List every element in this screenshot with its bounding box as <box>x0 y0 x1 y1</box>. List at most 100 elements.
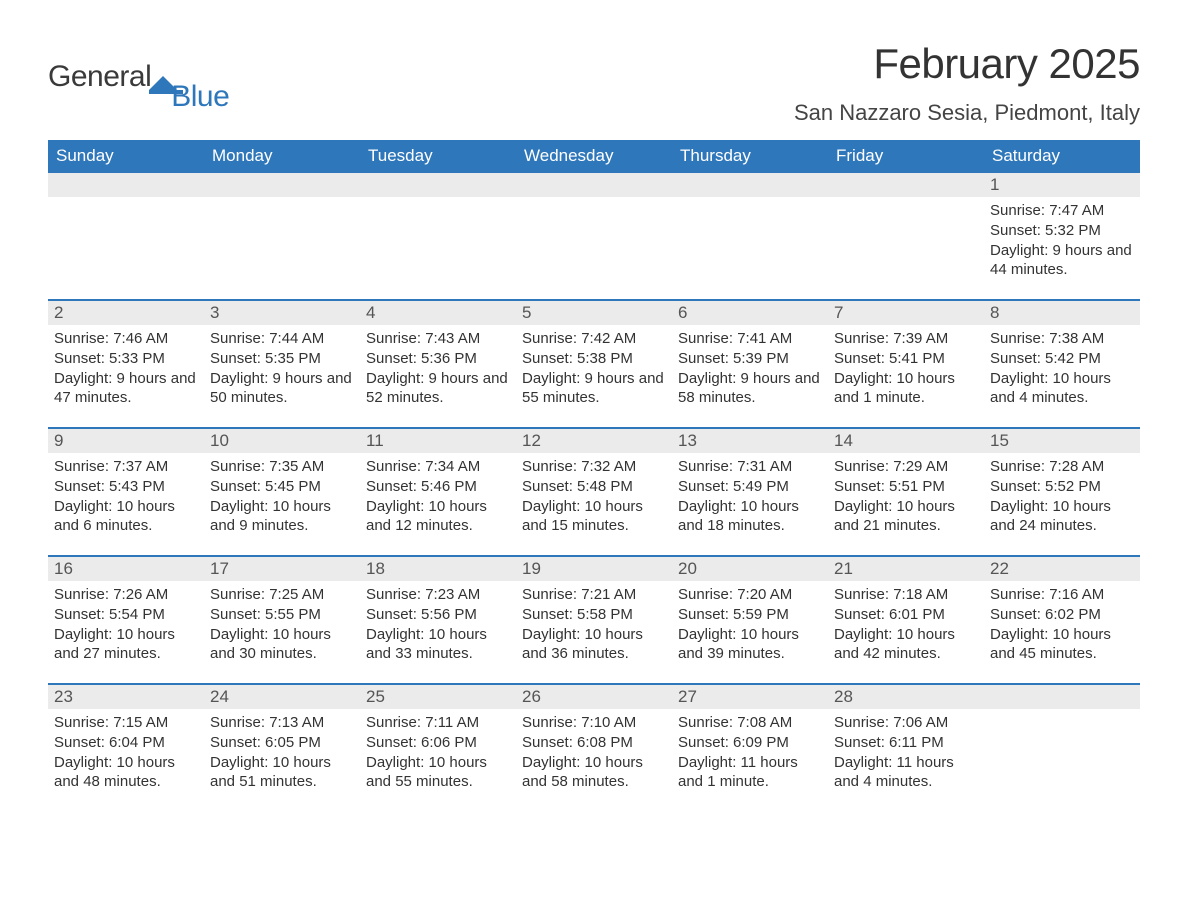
day-body <box>48 197 204 209</box>
sunrise-line: Sunrise: 7:31 AM <box>678 457 822 477</box>
sunset-line: Sunset: 5:36 PM <box>366 349 510 369</box>
sunset-line: Sunset: 5:46 PM <box>366 477 510 497</box>
day-body: Sunrise: 7:42 AMSunset: 5:38 PMDaylight:… <box>516 325 672 416</box>
sunset-line: Sunset: 5:41 PM <box>834 349 978 369</box>
calendar-day: 8Sunrise: 7:38 AMSunset: 5:42 PMDaylight… <box>984 301 1140 427</box>
sunset-line: Sunset: 5:35 PM <box>210 349 354 369</box>
brand-word-general: General <box>48 60 151 94</box>
weekday-header: Saturday <box>984 140 1140 173</box>
day-body <box>984 709 1140 721</box>
day-body: Sunrise: 7:37 AMSunset: 5:43 PMDaylight:… <box>48 453 204 544</box>
day-number: 6 <box>672 301 828 325</box>
calendar-day: 26Sunrise: 7:10 AMSunset: 6:08 PMDayligh… <box>516 685 672 811</box>
sunrise-line: Sunrise: 7:10 AM <box>522 713 666 733</box>
daylight-line: Daylight: 10 hours and 24 minutes. <box>990 497 1134 537</box>
daylight-line: Daylight: 9 hours and 58 minutes. <box>678 369 822 409</box>
sunrise-line: Sunrise: 7:16 AM <box>990 585 1134 605</box>
calendar-day: 6Sunrise: 7:41 AMSunset: 5:39 PMDaylight… <box>672 301 828 427</box>
daylight-line: Daylight: 10 hours and 58 minutes. <box>522 753 666 793</box>
sunset-line: Sunset: 5:33 PM <box>54 349 198 369</box>
calendar-day: 7Sunrise: 7:39 AMSunset: 5:41 PMDaylight… <box>828 301 984 427</box>
sunset-line: Sunset: 5:55 PM <box>210 605 354 625</box>
weekday-header: Thursday <box>672 140 828 173</box>
daylight-line: Daylight: 10 hours and 48 minutes. <box>54 753 198 793</box>
calendar-week: 2Sunrise: 7:46 AMSunset: 5:33 PMDaylight… <box>48 299 1140 427</box>
sunset-line: Sunset: 5:43 PM <box>54 477 198 497</box>
day-number: 25 <box>360 685 516 709</box>
brand-logo: General Blue <box>48 40 247 94</box>
daylight-line: Daylight: 10 hours and 9 minutes. <box>210 497 354 537</box>
calendar-week: 23Sunrise: 7:15 AMSunset: 6:04 PMDayligh… <box>48 683 1140 811</box>
day-body: Sunrise: 7:46 AMSunset: 5:33 PMDaylight:… <box>48 325 204 416</box>
day-number: 20 <box>672 557 828 581</box>
sunrise-line: Sunrise: 7:26 AM <box>54 585 198 605</box>
day-body: Sunrise: 7:18 AMSunset: 6:01 PMDaylight:… <box>828 581 984 672</box>
day-number: 12 <box>516 429 672 453</box>
calendar-day: 2Sunrise: 7:46 AMSunset: 5:33 PMDaylight… <box>48 301 204 427</box>
sunset-line: Sunset: 5:48 PM <box>522 477 666 497</box>
day-body: Sunrise: 7:16 AMSunset: 6:02 PMDaylight:… <box>984 581 1140 672</box>
daylight-line: Daylight: 10 hours and 39 minutes. <box>678 625 822 665</box>
day-body <box>828 197 984 209</box>
sunrise-line: Sunrise: 7:13 AM <box>210 713 354 733</box>
sunset-line: Sunset: 5:51 PM <box>834 477 978 497</box>
day-body: Sunrise: 7:31 AMSunset: 5:49 PMDaylight:… <box>672 453 828 544</box>
daylight-line: Daylight: 10 hours and 1 minute. <box>834 369 978 409</box>
day-number: 16 <box>48 557 204 581</box>
calendar-day: 5Sunrise: 7:42 AMSunset: 5:38 PMDaylight… <box>516 301 672 427</box>
day-body <box>204 197 360 209</box>
calendar-day: 16Sunrise: 7:26 AMSunset: 5:54 PMDayligh… <box>48 557 204 683</box>
calendar-day: 22Sunrise: 7:16 AMSunset: 6:02 PMDayligh… <box>984 557 1140 683</box>
sunrise-line: Sunrise: 7:46 AM <box>54 329 198 349</box>
sunset-line: Sunset: 5:39 PM <box>678 349 822 369</box>
sunrise-line: Sunrise: 7:29 AM <box>834 457 978 477</box>
calendar-week: 1Sunrise: 7:47 AMSunset: 5:32 PMDaylight… <box>48 173 1140 299</box>
calendar-day: 12Sunrise: 7:32 AMSunset: 5:48 PMDayligh… <box>516 429 672 555</box>
sunset-line: Sunset: 5:59 PM <box>678 605 822 625</box>
calendar-day: 19Sunrise: 7:21 AMSunset: 5:58 PMDayligh… <box>516 557 672 683</box>
day-number: 23 <box>48 685 204 709</box>
sunrise-line: Sunrise: 7:20 AM <box>678 585 822 605</box>
day-number: 17 <box>204 557 360 581</box>
header: General Blue February 2025 San Nazzaro S… <box>48 40 1140 126</box>
calendar-day <box>672 173 828 299</box>
day-number: 4 <box>360 301 516 325</box>
calendar-day: 1Sunrise: 7:47 AMSunset: 5:32 PMDaylight… <box>984 173 1140 299</box>
day-body: Sunrise: 7:11 AMSunset: 6:06 PMDaylight:… <box>360 709 516 800</box>
month-title: February 2025 <box>794 40 1140 88</box>
day-number: 26 <box>516 685 672 709</box>
sunset-line: Sunset: 5:52 PM <box>990 477 1134 497</box>
daylight-line: Daylight: 10 hours and 15 minutes. <box>522 497 666 537</box>
sunrise-line: Sunrise: 7:42 AM <box>522 329 666 349</box>
day-body: Sunrise: 7:15 AMSunset: 6:04 PMDaylight:… <box>48 709 204 800</box>
sunset-line: Sunset: 5:56 PM <box>366 605 510 625</box>
day-body: Sunrise: 7:34 AMSunset: 5:46 PMDaylight:… <box>360 453 516 544</box>
sunrise-line: Sunrise: 7:35 AM <box>210 457 354 477</box>
day-body: Sunrise: 7:06 AMSunset: 6:11 PMDaylight:… <box>828 709 984 800</box>
sunrise-line: Sunrise: 7:18 AM <box>834 585 978 605</box>
daylight-line: Daylight: 11 hours and 1 minute. <box>678 753 822 793</box>
day-number: 2 <box>48 301 204 325</box>
calendar-day: 3Sunrise: 7:44 AMSunset: 5:35 PMDaylight… <box>204 301 360 427</box>
sunrise-line: Sunrise: 7:15 AM <box>54 713 198 733</box>
day-number <box>204 173 360 197</box>
day-body: Sunrise: 7:20 AMSunset: 5:59 PMDaylight:… <box>672 581 828 672</box>
day-body: Sunrise: 7:25 AMSunset: 5:55 PMDaylight:… <box>204 581 360 672</box>
day-body: Sunrise: 7:38 AMSunset: 5:42 PMDaylight:… <box>984 325 1140 416</box>
daylight-line: Daylight: 10 hours and 27 minutes. <box>54 625 198 665</box>
day-body: Sunrise: 7:47 AMSunset: 5:32 PMDaylight:… <box>984 197 1140 288</box>
calendar-day <box>360 173 516 299</box>
calendar-day: 9Sunrise: 7:37 AMSunset: 5:43 PMDaylight… <box>48 429 204 555</box>
day-number <box>672 173 828 197</box>
day-number: 7 <box>828 301 984 325</box>
daylight-line: Daylight: 9 hours and 44 minutes. <box>990 241 1134 281</box>
day-number: 3 <box>204 301 360 325</box>
day-body: Sunrise: 7:44 AMSunset: 5:35 PMDaylight:… <box>204 325 360 416</box>
title-block: February 2025 San Nazzaro Sesia, Piedmon… <box>794 40 1140 126</box>
day-body: Sunrise: 7:10 AMSunset: 6:08 PMDaylight:… <box>516 709 672 800</box>
calendar-day: 10Sunrise: 7:35 AMSunset: 5:45 PMDayligh… <box>204 429 360 555</box>
calendar-day <box>48 173 204 299</box>
day-body: Sunrise: 7:28 AMSunset: 5:52 PMDaylight:… <box>984 453 1140 544</box>
day-body: Sunrise: 7:32 AMSunset: 5:48 PMDaylight:… <box>516 453 672 544</box>
calendar-week: 16Sunrise: 7:26 AMSunset: 5:54 PMDayligh… <box>48 555 1140 683</box>
